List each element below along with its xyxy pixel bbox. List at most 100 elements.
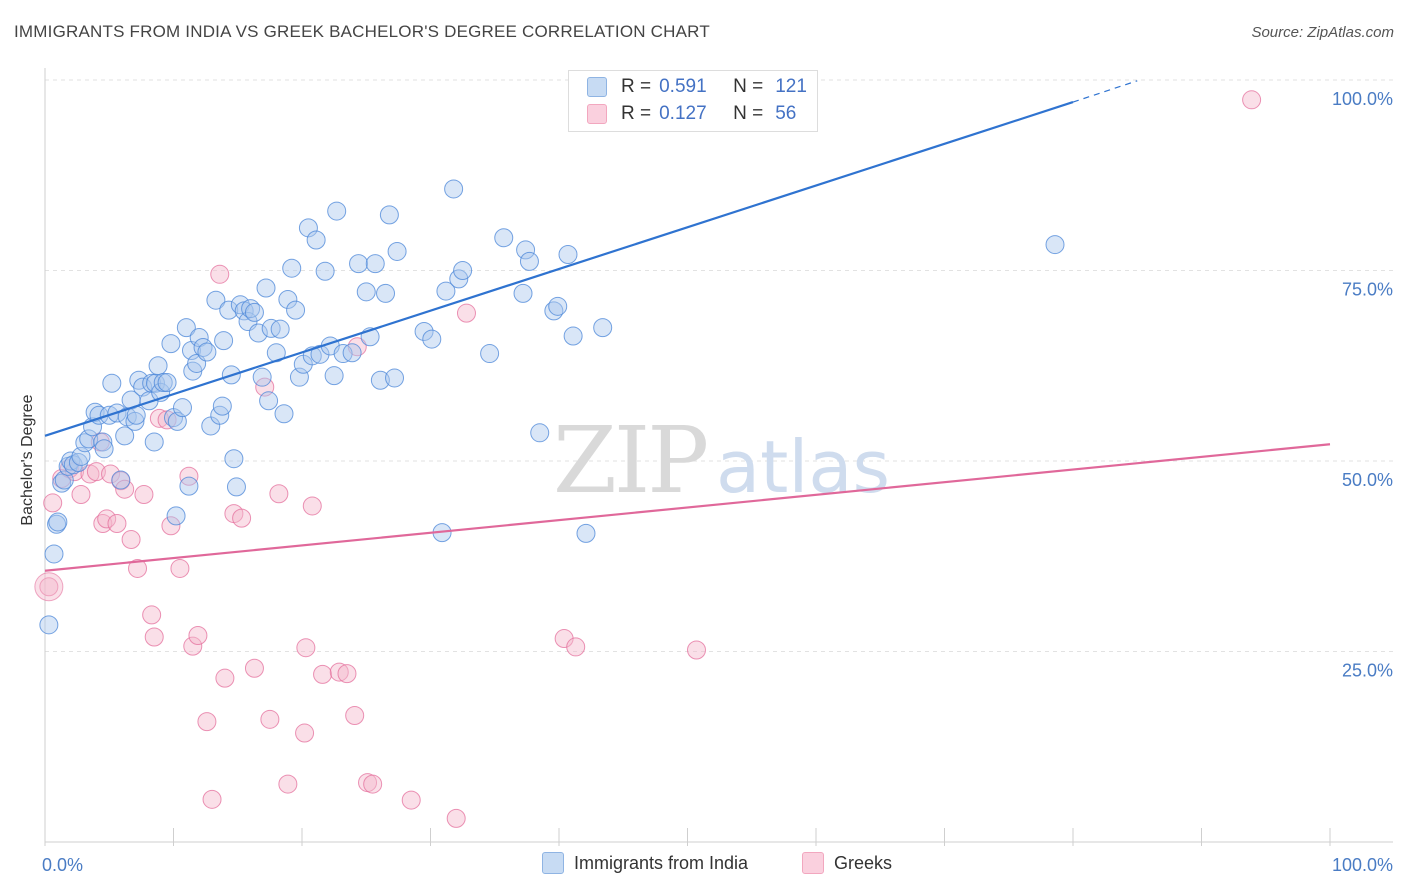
watermark-atlas: atlas <box>716 425 890 509</box>
greeks-point <box>115 479 135 499</box>
india-point <box>44 544 64 564</box>
india-point <box>85 402 105 422</box>
greeks-point <box>121 529 141 549</box>
greeks-point <box>101 464 121 484</box>
legend-n-label: N = <box>733 76 764 97</box>
watermark: ZIP atlas <box>553 407 890 514</box>
india-point <box>516 240 536 260</box>
india-point <box>224 449 244 469</box>
india-point <box>197 342 217 362</box>
greeks-point <box>313 664 333 684</box>
greeks-point <box>107 513 127 533</box>
legend-r-label: R = <box>621 103 652 124</box>
greeks-point <box>197 712 217 732</box>
india-point <box>79 429 99 449</box>
india-point <box>161 334 181 354</box>
india-point <box>115 426 135 446</box>
greeks-point <box>134 485 154 505</box>
x-tick-label: 100.0% <box>1332 855 1393 875</box>
india-point <box>349 254 369 274</box>
y-tick-label: 25.0% <box>1342 661 1393 681</box>
greeks-point <box>566 637 586 657</box>
india-point <box>530 423 550 443</box>
greeks-point <box>278 774 298 794</box>
y-axis-label: Bachelor's Degree <box>19 394 36 526</box>
y-tick-label: 75.0% <box>1342 280 1393 300</box>
india-point <box>179 476 199 496</box>
greeks-point <box>446 808 466 828</box>
india-point <box>444 179 464 199</box>
india-point <box>172 398 192 418</box>
greeks-trend-line <box>44 443 1331 572</box>
india-point <box>206 290 226 310</box>
legend-item-india[interactable]: Immigrants from India <box>542 852 748 874</box>
greeks-point <box>401 790 421 810</box>
india-point <box>376 283 396 303</box>
greeks-point <box>295 723 315 743</box>
greeks-point <box>210 264 230 284</box>
india-point <box>593 318 613 338</box>
legend-swatch-india <box>542 852 564 874</box>
legend-item-greeks[interactable]: Greeks <box>802 852 892 874</box>
greeks-point <box>179 466 199 486</box>
india-point <box>558 244 578 264</box>
india-point <box>63 455 83 475</box>
india-point <box>226 477 246 497</box>
india-point <box>244 302 264 322</box>
legend-label-greeks: Greeks <box>834 852 893 873</box>
legend-row-india: R = 0.591 N = 121 <box>587 75 807 99</box>
greeks-point <box>161 516 181 536</box>
series-legend: Immigrants from India Greeks <box>0 852 1406 878</box>
greeks-point <box>456 303 476 323</box>
legend-n-value: 121 <box>775 76 807 97</box>
greeks-point <box>142 605 162 625</box>
tick-labels: 25.0% 50.0% 75.0% 100.0% 0.0% 100.0% <box>42 89 1393 875</box>
greeks-points <box>34 90 1262 828</box>
greeks-point <box>183 636 203 656</box>
legend-n-label: N = <box>733 103 764 124</box>
legend-row-greeks: R = 0.127 N = 56 <box>587 102 796 126</box>
india-point <box>1045 235 1065 255</box>
india-trend-extension <box>1072 80 1138 103</box>
greeks-point <box>329 662 349 682</box>
india-point <box>212 396 232 416</box>
india-point <box>342 343 362 363</box>
india-point <box>315 261 335 281</box>
india-point <box>282 258 302 278</box>
india-point <box>176 318 196 338</box>
greeks-point <box>71 485 91 505</box>
y-tick-label: 100.0% <box>1332 89 1393 109</box>
x-tick-label: 0.0% <box>42 855 83 875</box>
india-point <box>248 323 268 343</box>
india-point <box>252 367 272 387</box>
legend-n-value: 56 <box>775 103 797 124</box>
india-point <box>241 299 261 319</box>
legend-r-label: R = <box>621 76 652 97</box>
greeks-point <box>260 709 280 729</box>
gridlines <box>45 79 1393 652</box>
stats-legend: R = 0.591 N = 121 R = 0.127 N = 56 <box>568 70 818 132</box>
india-point <box>144 432 164 452</box>
watermark-zip: ZIP <box>553 407 706 514</box>
india-point <box>576 523 596 543</box>
greeks-point <box>202 789 222 809</box>
greeks-point <box>97 509 117 529</box>
india-point <box>125 411 145 431</box>
greeks-point <box>232 508 252 528</box>
y-tick-label: 50.0% <box>1342 470 1393 490</box>
india-point <box>379 205 399 225</box>
india-point <box>157 373 177 393</box>
india-point <box>453 261 473 280</box>
india-point <box>436 281 456 301</box>
legend-swatch-greeks <box>802 852 824 874</box>
greeks-point <box>302 496 322 516</box>
india-points <box>39 179 1065 635</box>
india-point <box>148 356 168 376</box>
greeks-point <box>296 638 316 658</box>
greeks-point <box>215 668 235 688</box>
india-point <box>93 432 113 452</box>
greeks-point <box>86 462 106 482</box>
india-point <box>548 296 568 316</box>
india-point <box>278 289 298 309</box>
india-point <box>563 326 583 346</box>
